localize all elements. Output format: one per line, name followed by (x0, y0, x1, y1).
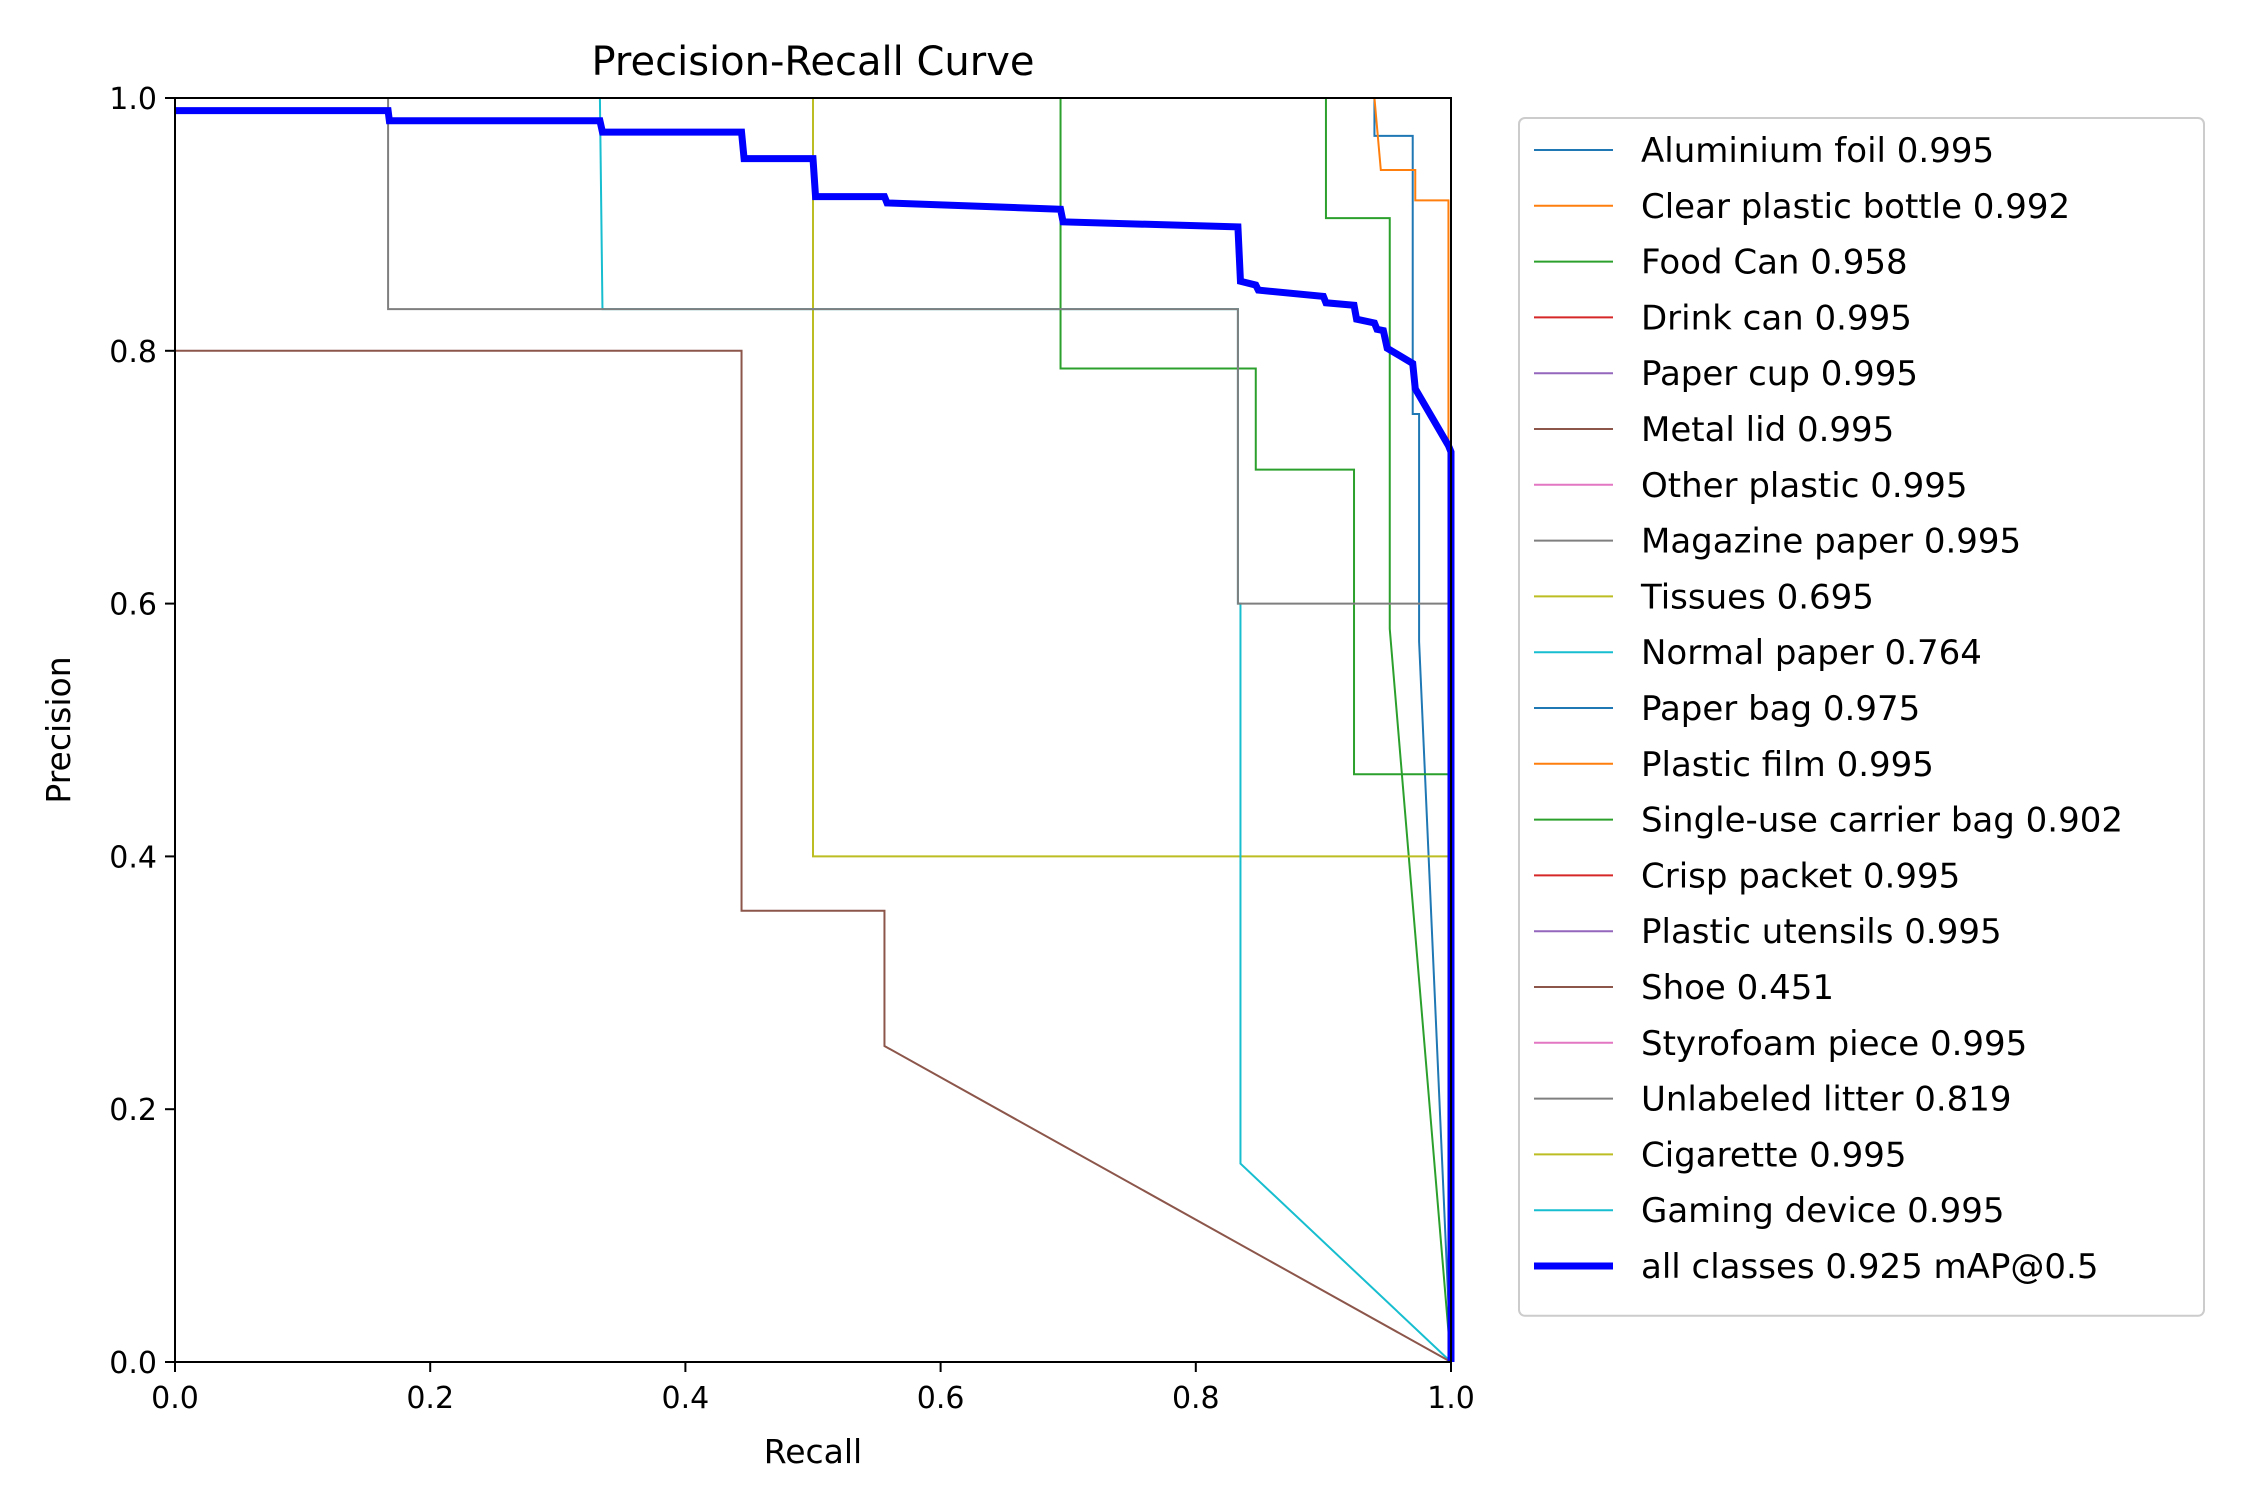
legend-label-17: Unlabeled litter 0.819 (1641, 1080, 2012, 1120)
x-axis-label: Recall (764, 1432, 862, 1471)
x-tick-label: 1.0 (1427, 1381, 1475, 1416)
x-tick-label: 0.4 (662, 1381, 710, 1416)
legend-label-13: Crisp packet 0.995 (1641, 856, 1960, 896)
y-tick-label: 0.2 (109, 1093, 157, 1128)
chart-title: Precision-Recall Curve (592, 39, 1035, 85)
y-tick-label: 1.0 (109, 82, 157, 117)
y-tick-label: 0.0 (109, 1346, 157, 1381)
legend-label-11: Plastic film 0.995 (1641, 745, 1934, 785)
legend-frame (1518, 117, 2205, 1317)
x-tick-label: 0.0 (151, 1381, 199, 1416)
legend-label-15: Shoe 0.451 (1641, 968, 1834, 1008)
legend-label-6: Other plastic 0.995 (1641, 466, 1968, 506)
x-tick-label: 0.6 (917, 1381, 965, 1416)
legend-label-3: Drink can 0.995 (1641, 298, 1912, 338)
legend-label-10: Paper bag 0.975 (1641, 689, 1920, 729)
legend-label-20: all classes 0.925 mAP@0.5 (1641, 1247, 2098, 1287)
plot-frame (174, 97, 1452, 1363)
legend-label-7: Magazine paper 0.995 (1641, 522, 2021, 562)
legend-label-19: Gaming device 0.995 (1641, 1191, 2005, 1231)
legend-label-5: Metal lid 0.995 (1641, 410, 1894, 450)
legend-label-16: Styrofoam piece 0.995 (1641, 1024, 2027, 1064)
y-axis-label: Precision (39, 656, 78, 803)
legend-label-2: Food Can 0.958 (1641, 243, 1908, 283)
legend-label-14: Plastic utensils 0.995 (1641, 912, 2002, 952)
legend-label-9: Normal paper 0.764 (1641, 633, 1982, 673)
legend-label-18: Cigarette 0.995 (1641, 1135, 1906, 1175)
legend-label-1: Clear plastic bottle 0.992 (1641, 187, 2070, 227)
y-tick-label: 0.8 (109, 335, 157, 370)
legend-label-4: Paper cup 0.995 (1641, 354, 1918, 394)
y-tick-label: 0.6 (109, 588, 157, 623)
x-tick-label: 0.2 (406, 1381, 454, 1416)
legend-label-12: Single-use carrier bag 0.902 (1641, 801, 2123, 841)
series-line-12 (1059, 98, 1452, 1362)
legend-label-0: Aluminium foil 0.995 (1641, 131, 1994, 171)
series-line-20 (175, 107, 1455, 1362)
legend: Aluminium foil 0.995 Clear plastic bottle… (1518, 117, 2205, 1317)
series-line-15 (175, 349, 1452, 1363)
legend-label-8: Tissues 0.695 (1640, 577, 1874, 617)
y-tick-label: 0.4 (109, 840, 157, 875)
series-line-2 (1324, 98, 1452, 1363)
x-tick-label: 0.8 (1172, 1381, 1220, 1416)
